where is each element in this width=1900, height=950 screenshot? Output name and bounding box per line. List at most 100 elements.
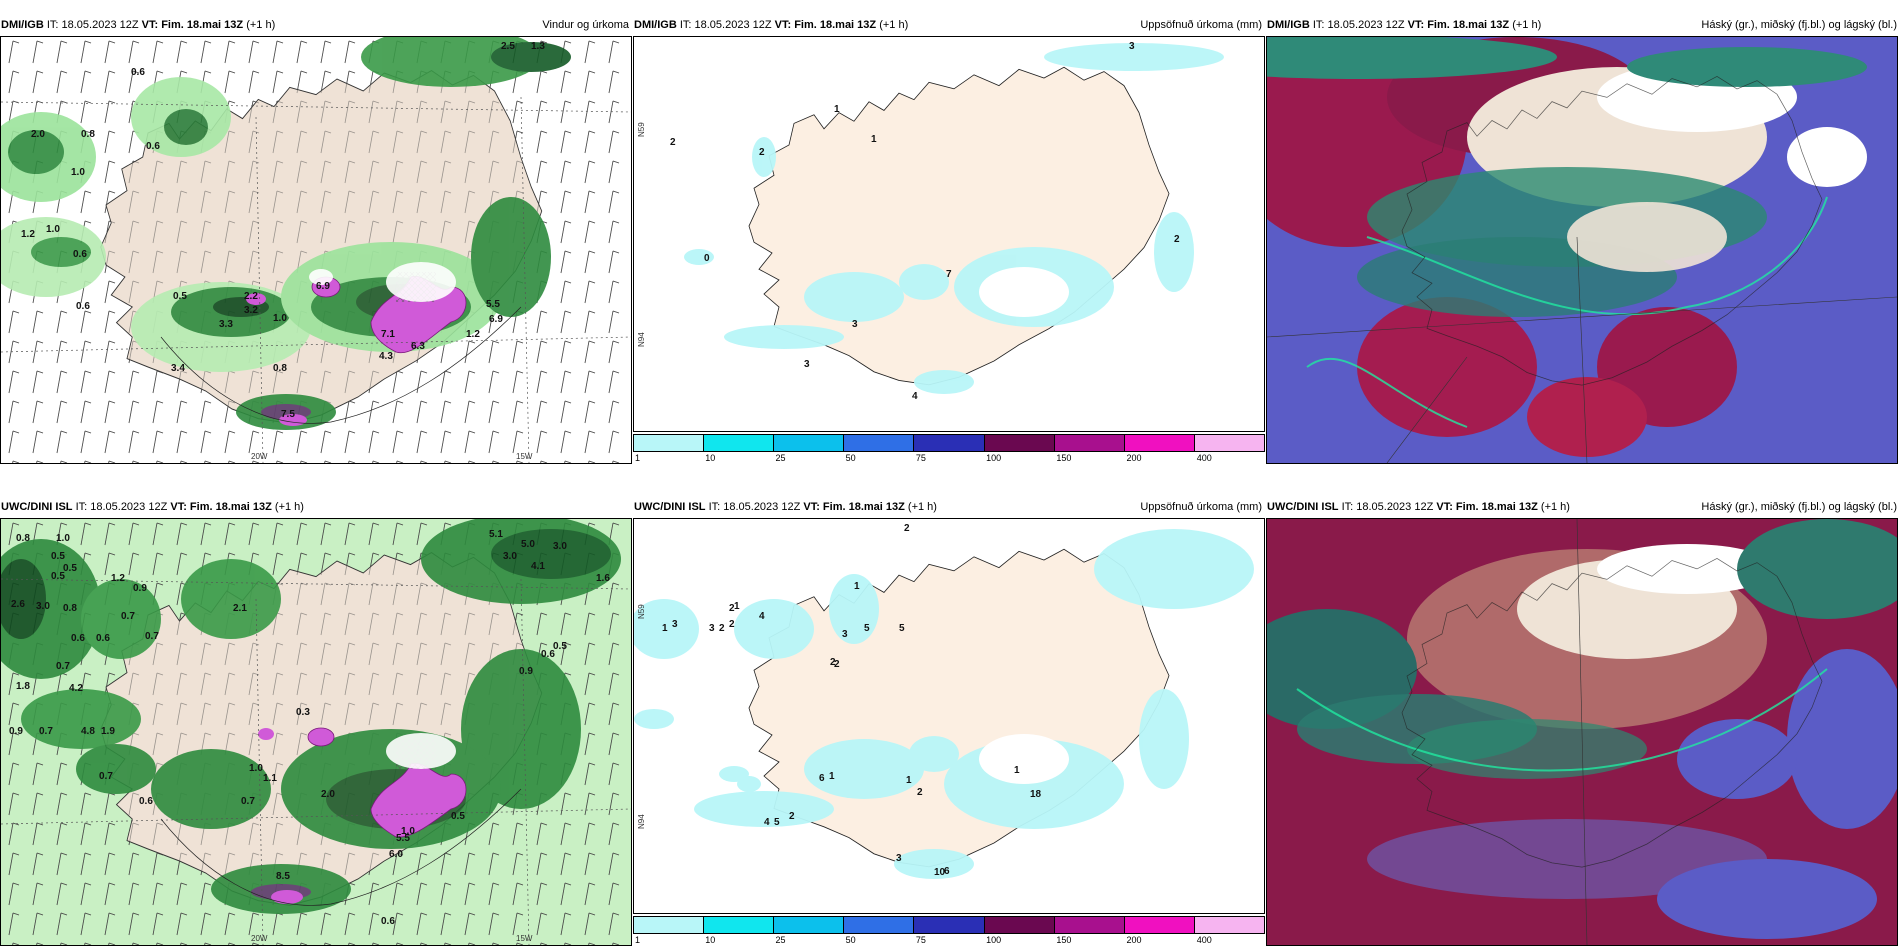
- precip-value: 2.0: [31, 129, 45, 140]
- grid-label: 15W: [516, 934, 533, 943]
- precip-value: 3.3: [219, 319, 233, 330]
- precip-value: 3: [672, 619, 678, 630]
- model-name: UWC/DINI ISL: [1, 501, 73, 513]
- precip-value: 1.0: [273, 313, 287, 324]
- precip-value: 18: [1030, 789, 1042, 800]
- precip-value: 5: [899, 623, 905, 634]
- precip-value: 4: [912, 391, 918, 402]
- precip-value: 5.0: [521, 539, 535, 550]
- precip-value: 4.1: [531, 561, 545, 572]
- precip-value: 2.2: [244, 291, 258, 302]
- lead-time: (+1 h): [274, 501, 304, 513]
- precip-value: 6.0: [389, 849, 403, 860]
- precip-value: 1.2: [21, 229, 35, 240]
- panel-bot-left: UWC/DINI ISL IT: 18.05.2023 12Z VT: Fim.…: [0, 496, 632, 946]
- panel-top-right: DMI/IGB IT: 18.05.2023 12Z VT: Fim. 18.m…: [1266, 14, 1900, 464]
- precip-value: 0.7: [99, 771, 113, 782]
- colorbar-swatch: [704, 917, 775, 933]
- precip-value: 0.7: [121, 611, 135, 622]
- precip-value: 2: [670, 137, 676, 148]
- precip-value: 0.6: [541, 649, 555, 660]
- precip-value: 2: [719, 623, 725, 634]
- colorbar-swatch: [774, 435, 845, 451]
- precip-value: 0: [704, 253, 710, 264]
- valid-time: VT: Fim. 18.mai 13Z: [1407, 19, 1510, 31]
- model-name: UWC/DINI ISL: [634, 501, 706, 513]
- grid-label: N94: [637, 814, 646, 829]
- precip-value: 0.7: [39, 726, 53, 737]
- cloud-map: [1266, 36, 1898, 464]
- precip-value: 0.6: [139, 796, 153, 807]
- precip-value: 0.8: [63, 603, 77, 614]
- precip-value: 3: [804, 359, 810, 370]
- precip-value: 6: [944, 866, 950, 877]
- precip-value: 1.0: [46, 224, 60, 235]
- precip-value: 0.6: [131, 67, 145, 78]
- colorbar-label: 25: [775, 935, 786, 945]
- precip-value: 3: [896, 853, 902, 864]
- precip-value: 10: [934, 867, 946, 878]
- precip-value: 2: [759, 147, 765, 158]
- precip-value: 1: [906, 775, 912, 786]
- precip-value: 1.0: [71, 167, 85, 178]
- panel-title: Háský (gr.), miðský (fj.bl.) og lágský (…: [1701, 19, 1897, 31]
- colorbar-label: 400: [1196, 453, 1212, 463]
- init-time: IT: 18.05.2023 12Z: [679, 19, 772, 31]
- grid-label: N59: [637, 122, 646, 137]
- precip-value: 3.0: [503, 551, 517, 562]
- precip-value: 2: [917, 787, 923, 798]
- precip-value: 4: [764, 817, 770, 828]
- init-time: IT: 18.05.2023 12Z: [1312, 19, 1405, 31]
- precip-values: 0.6 2.0 0.8 0.6 1.0 1.2 1.0 0.6 0.6 0.5 …: [21, 41, 545, 420]
- valid-time: VT: Fim. 18.mai 13Z: [170, 501, 272, 513]
- precip-value: 8.5: [276, 871, 290, 882]
- colorbar-swatch: [1194, 435, 1264, 451]
- precip-value: 2.0: [321, 789, 335, 800]
- colorbar-label: 75: [915, 935, 926, 945]
- colorbar-swatch: [1054, 435, 1125, 451]
- colorbar-label: 1: [635, 453, 641, 463]
- lead-time: (+1 h): [246, 19, 276, 31]
- precip-value: 2: [830, 657, 836, 668]
- precip-value: 3: [852, 319, 858, 330]
- init-time: IT: 18.05.2023 12Z: [708, 501, 801, 513]
- precip-value: 5.5: [396, 833, 410, 844]
- precip-value: 0.5: [51, 571, 65, 582]
- precip-value: 6.9: [489, 314, 503, 325]
- precip-value: 0.7: [56, 661, 70, 672]
- precip-value: 5: [864, 623, 870, 634]
- model-name: DMI/IGB: [634, 19, 677, 31]
- colorbar-swatch: [634, 435, 705, 451]
- accum-precip-map: 3 1 1 2 2 0 3 3 7 2 4 N59 N94: [633, 36, 1265, 432]
- colorbar-swatch: [844, 435, 915, 451]
- precip-values: 0.8 1.00.50.50.53.02.6 0.80.6 0.60.71.20.90…: [9, 529, 610, 927]
- precip-value: 0.7: [145, 631, 159, 642]
- panel-header: UWC/DINI ISL IT: 18.05.2023 12Z VT: Fim.…: [1266, 496, 1900, 518]
- precip-value: 0.6: [96, 633, 110, 644]
- panel-header: UWC/DINI ISL IT: 18.05.2023 12Z VT: Fim.…: [633, 496, 1265, 518]
- colorbar-swatch: [1124, 917, 1195, 933]
- panel-title: Uppsöfnuð úrkoma (mm): [1140, 19, 1262, 31]
- precip-value: 2.6: [11, 599, 25, 610]
- precip-value: 3: [709, 623, 715, 634]
- precip-values: 3 1 1 2 2 0 3 3 7 2 4: [670, 41, 1180, 402]
- valid-time: VT: Fim. 18.mai 13Z: [774, 19, 877, 31]
- precip-value: 6: [819, 773, 825, 784]
- colorbar-swatch: [984, 917, 1055, 933]
- precip-value: 2: [729, 603, 735, 614]
- colorbar-label: 200: [1126, 935, 1142, 945]
- colorbar-swatch: [634, 917, 705, 933]
- precip-value: 1.6: [596, 573, 610, 584]
- panel-top-mid: DMI/IGB IT: 18.05.2023 12Z VT: Fim. 18.m…: [633, 14, 1265, 464]
- precip-value: 1: [834, 104, 840, 115]
- precip-value: 4.3: [379, 351, 393, 362]
- colorbar-swatch: [1194, 917, 1264, 933]
- precip-value: 7.1: [381, 329, 395, 340]
- wind-precip-map: 20W 15W 0.8 1.0 0.5 0.5 0.5 3.0 2.6 0.8 0.6 0.6 0.…: [0, 518, 632, 946]
- colorbar-label: 75: [915, 453, 926, 463]
- precip-value: 1: [871, 134, 877, 145]
- precip-value: 6.3: [411, 341, 425, 352]
- cloud-map: [1266, 518, 1898, 946]
- precip-value: 6.9: [316, 281, 330, 292]
